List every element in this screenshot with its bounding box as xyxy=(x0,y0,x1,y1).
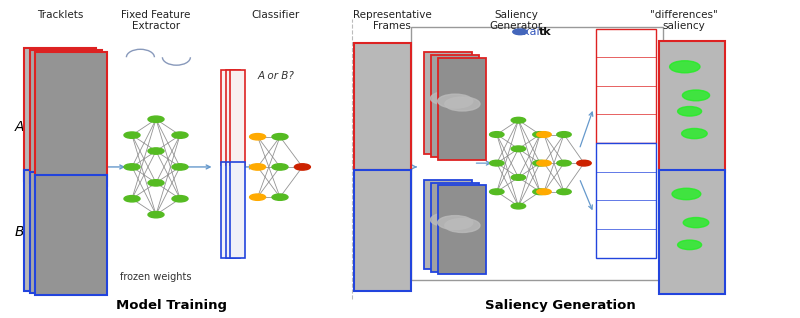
Text: Tracklets: Tracklets xyxy=(37,10,83,19)
Text: Representative
Frames: Representative Frames xyxy=(353,10,431,31)
Bar xyxy=(354,170,411,291)
Bar xyxy=(24,48,96,181)
Text: Saliency
Generator: Saliency Generator xyxy=(490,10,542,31)
Circle shape xyxy=(557,132,571,137)
Text: $p_{A,1}$: $p_{A,1}$ xyxy=(618,66,634,77)
Bar xyxy=(226,162,240,258)
Text: xai: xai xyxy=(516,27,540,37)
Bar xyxy=(30,172,102,293)
Circle shape xyxy=(172,164,188,170)
Text: "differences"
saliency: "differences" saliency xyxy=(650,10,718,31)
Circle shape xyxy=(438,94,473,108)
Bar xyxy=(221,70,235,165)
Circle shape xyxy=(148,116,164,122)
Circle shape xyxy=(533,160,547,166)
Text: ...: ... xyxy=(471,128,482,139)
Circle shape xyxy=(511,117,526,123)
Bar xyxy=(230,70,245,165)
Bar xyxy=(354,43,411,170)
Circle shape xyxy=(537,189,551,195)
Circle shape xyxy=(272,164,288,170)
Circle shape xyxy=(557,189,571,195)
Bar xyxy=(596,29,656,143)
Circle shape xyxy=(272,134,288,140)
Bar xyxy=(659,41,725,172)
Bar xyxy=(24,170,96,291)
Bar xyxy=(35,52,107,186)
Circle shape xyxy=(430,213,466,227)
Bar xyxy=(431,55,479,157)
Text: tk: tk xyxy=(538,27,551,37)
Text: B: B xyxy=(14,225,24,239)
Circle shape xyxy=(430,91,466,105)
Text: $p_{A,2}$: $p_{A,2}$ xyxy=(618,95,634,106)
Text: $\cdots$: $\cdots$ xyxy=(622,239,630,248)
Text: Classifier: Classifier xyxy=(252,10,300,19)
Circle shape xyxy=(533,132,547,137)
Bar xyxy=(221,162,235,258)
Text: $p_{A,0}$: $p_{A,0}$ xyxy=(617,38,635,48)
Circle shape xyxy=(490,160,504,166)
Text: frozen weights: frozen weights xyxy=(120,272,192,282)
Circle shape xyxy=(557,160,571,166)
Bar xyxy=(438,185,486,274)
Circle shape xyxy=(250,134,266,140)
Bar xyxy=(424,52,472,154)
Circle shape xyxy=(511,146,526,152)
Circle shape xyxy=(537,160,551,166)
Bar xyxy=(411,27,663,280)
Circle shape xyxy=(172,132,188,138)
Text: $p_{B,1}$: $p_{B,1}$ xyxy=(618,181,634,191)
Text: Model Training: Model Training xyxy=(117,299,227,312)
Text: A: A xyxy=(14,120,24,134)
Circle shape xyxy=(537,132,551,137)
Bar xyxy=(424,180,472,269)
Circle shape xyxy=(148,148,164,154)
Circle shape xyxy=(533,189,547,195)
Circle shape xyxy=(445,97,480,111)
Bar xyxy=(30,50,102,183)
Circle shape xyxy=(513,29,527,35)
Circle shape xyxy=(577,160,591,166)
Circle shape xyxy=(670,61,700,73)
Bar xyxy=(659,170,725,294)
Bar xyxy=(230,162,245,258)
Text: ...: ... xyxy=(471,241,482,252)
Text: Saliency Generation: Saliency Generation xyxy=(485,299,635,312)
Circle shape xyxy=(148,211,164,218)
Text: $p_{B,2}$: $p_{B,2}$ xyxy=(618,209,634,220)
Circle shape xyxy=(511,203,526,209)
Circle shape xyxy=(124,196,140,202)
Circle shape xyxy=(672,188,701,200)
Circle shape xyxy=(294,164,310,170)
Circle shape xyxy=(682,90,710,101)
Circle shape xyxy=(172,196,188,202)
Circle shape xyxy=(438,216,473,230)
Circle shape xyxy=(678,240,702,250)
Text: $p_{B,0}$: $p_{B,0}$ xyxy=(617,152,635,163)
Circle shape xyxy=(124,132,140,138)
Circle shape xyxy=(148,180,164,186)
Circle shape xyxy=(445,218,480,232)
Circle shape xyxy=(272,194,288,200)
Circle shape xyxy=(682,128,707,139)
Text: $\cdots$: $\cdots$ xyxy=(622,124,630,133)
Text: Fixed Feature
Extractor: Fixed Feature Extractor xyxy=(122,10,190,31)
Text: A or B?: A or B? xyxy=(258,71,294,81)
Bar xyxy=(438,58,486,160)
Bar xyxy=(596,143,656,258)
Circle shape xyxy=(250,164,266,170)
Circle shape xyxy=(490,132,504,137)
Circle shape xyxy=(683,218,709,228)
Bar xyxy=(226,70,240,165)
Bar xyxy=(35,175,107,295)
Circle shape xyxy=(511,175,526,180)
Bar xyxy=(431,183,479,272)
Circle shape xyxy=(250,194,266,200)
Circle shape xyxy=(678,107,702,116)
Circle shape xyxy=(490,189,504,195)
Circle shape xyxy=(124,164,140,170)
